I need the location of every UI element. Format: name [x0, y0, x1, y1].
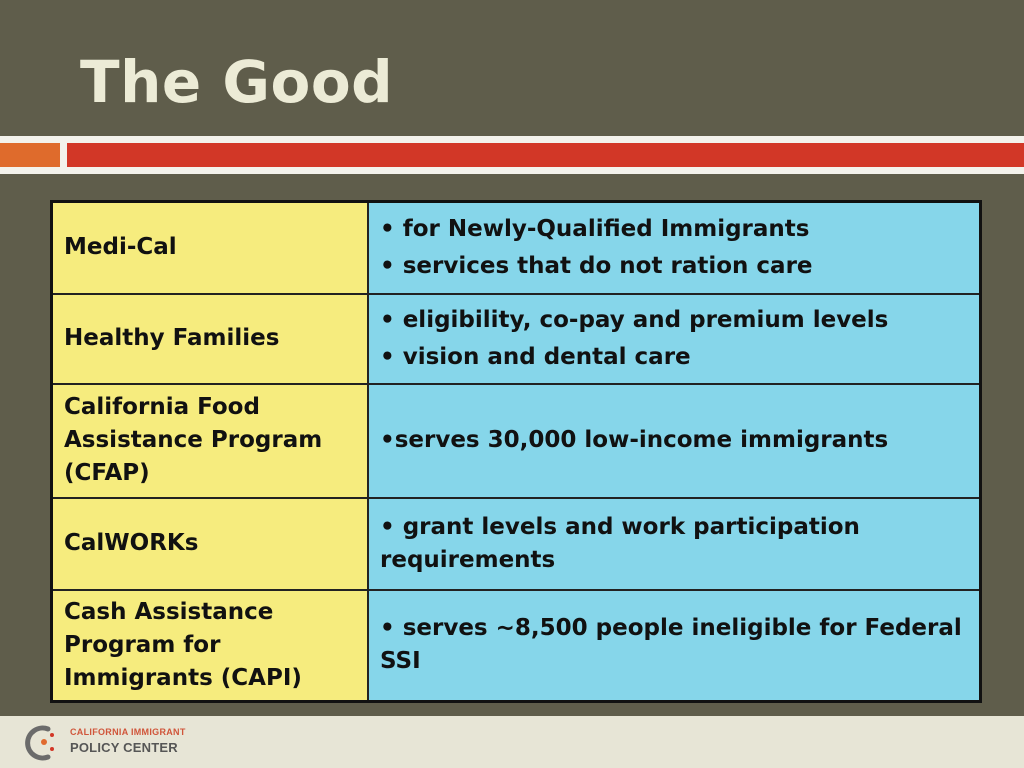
detail-bullet: •serves 30,000 low-income immigrants [380, 427, 889, 453]
table-row: Medi-Cal • for Newly-Qualified Immigrant… [50, 200, 982, 295]
table-row: Healthy Families • eligibility, co-pay a… [50, 292, 982, 385]
program-details: • serves ~8,500 people ineligible for Fe… [367, 588, 982, 703]
accent-bar-orange [0, 143, 60, 167]
detail-bullet: • services that do not ration care [380, 252, 813, 279]
table-row: CalWORKs • grant levels and work partici… [50, 496, 982, 591]
detail-bullet: • eligibility, co-pay and premium levels [380, 306, 889, 333]
logo-text-line2: POLICY CENTER [70, 740, 178, 755]
logo-text-line1: CALIFORNIA IMMIGRANT [70, 727, 186, 737]
detail-bullet: • for Newly-Qualified Immigrants [380, 215, 810, 242]
footer-band [0, 716, 1024, 768]
program-name: CalWORKs [50, 496, 369, 591]
detail-bullet: • vision and dental care [380, 343, 691, 370]
table-row: Cash Assistance Program for Immigrants (… [50, 588, 982, 703]
program-details: • for Newly-Qualified Immigrants • servi… [367, 200, 982, 295]
program-details: • eligibility, co-pay and premium levels… [367, 292, 982, 385]
program-details: • grant levels and work participation re… [367, 496, 982, 591]
slide-title: The Good [80, 48, 394, 116]
program-name: Healthy Families [50, 292, 369, 385]
accent-bar-red [67, 143, 1024, 167]
program-name: California Food Assistance Program (CFAP… [50, 382, 369, 499]
detail-bullet: • serves ~8,500 people ineligible for Fe… [380, 615, 962, 675]
program-name: Medi-Cal [50, 200, 369, 295]
program-name: Cash Assistance Program for Immigrants (… [50, 588, 369, 703]
policy-center-logo-icon [25, 725, 54, 761]
table-row: California Food Assistance Program (CFAP… [50, 382, 982, 499]
detail-bullet: • grant levels and work participation re… [380, 513, 860, 573]
program-details: •serves 30,000 low-income immigrants [367, 382, 982, 499]
programs-table: Medi-Cal • for Newly-Qualified Immigrant… [50, 200, 982, 703]
